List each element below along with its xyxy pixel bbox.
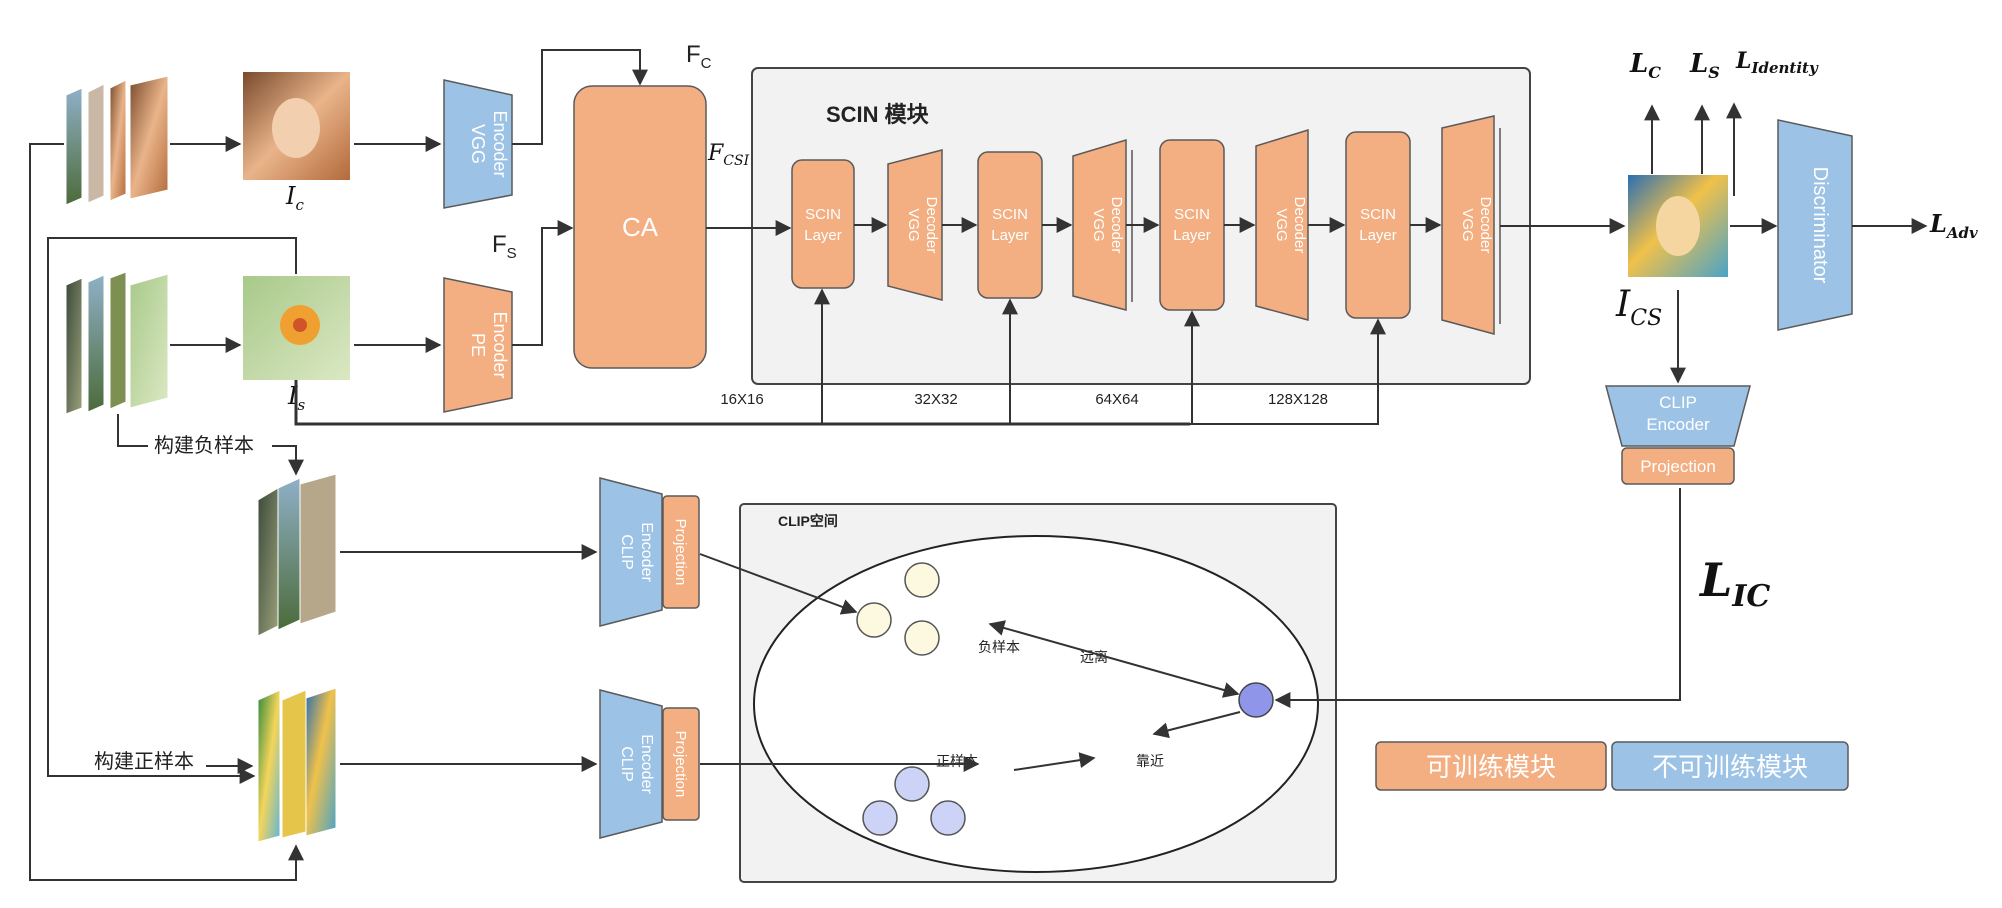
projection-positive: Projection [662,707,700,821]
svg-text:VGG: VGG [1090,208,1107,241]
face-shape [272,98,320,158]
svg-text:Projection: Projection [672,519,689,586]
label-ic: Ic [285,182,304,214]
stylized-face-shape [1656,196,1700,256]
resolution-16: 16X16 [720,391,763,408]
near-label: 靠近 [1136,753,1164,769]
svg-text:CLIP: CLIP [1659,393,1697,412]
svg-text:Layer: Layer [1359,227,1397,244]
label-is: Is [287,382,305,414]
svg-text:Layer: Layer [991,227,1029,244]
svg-text:CLIP: CLIP [618,534,635,570]
anchor-dot [1238,682,1274,718]
svg-text:Decoder: Decoder [1108,197,1125,254]
resolution-128: 128X128 [1268,391,1328,408]
svg-text:Encoder: Encoder [1646,415,1710,434]
svg-text:不可训练模块: 不可训练模块 [1652,752,1808,782]
svg-text:Decoder: Decoder [923,197,940,254]
clip-embedding-space [753,535,1319,873]
content-image-stack [65,75,169,206]
label-fs: FS [492,231,517,262]
projection-negative: Projection [662,495,700,609]
legend-trainable: 可训练模块 [1375,741,1607,791]
negative-label: 负样本 [978,639,1020,655]
connectors [29,49,1928,881]
projection-right: Projection [1621,447,1735,485]
svg-text:VGG: VGG [1459,208,1476,241]
legend-frozen: 不可训练模块 [1611,741,1849,791]
style-image-stack [65,271,169,415]
svg-text:CA: CA [622,212,659,242]
negative-dot [904,562,940,598]
label-lidentity: LIdentity [1735,48,1819,77]
svg-text:PE: PE [468,333,488,357]
build-positive-label: 构建正样本 [94,750,194,773]
label-ladv: LAdv [1929,209,1978,242]
positive-dot [894,766,930,802]
svg-text:Layer: Layer [1173,227,1211,244]
clip-encoder-positive: CLIP Encoder [599,689,663,839]
clip-space-title: CLIP空间 [778,513,838,529]
ca-block: CA [573,85,707,369]
svg-text:Encoder: Encoder [638,522,655,582]
svg-text:Projection: Projection [1640,457,1716,476]
svg-text:SCIN: SCIN [805,206,841,223]
svg-text:Encoder: Encoder [638,734,655,794]
resolution-32: 32X32 [914,391,957,408]
svg-text:SCIN: SCIN [992,206,1028,223]
positive-dot [930,800,966,836]
positive-image-stack [257,687,337,843]
svg-text:CLIP: CLIP [618,746,635,782]
clip-encoder-negative: CLIP Encoder [599,477,663,627]
negative-dot [856,602,892,638]
label-ls: LS [1689,49,1720,82]
label-lc: LC [1629,49,1661,82]
negative-image-stack [257,473,337,637]
svg-text:VGG: VGG [1273,208,1290,241]
svg-text:VGG: VGG [468,124,488,164]
svg-text:SCIN: SCIN [1360,206,1396,223]
positive-dot [862,800,898,836]
label-ics: ICS [1615,284,1662,331]
vgg-decoder-1: VGG Decoder [887,149,943,301]
svg-text:Discriminator: Discriminator [1809,167,1831,284]
svg-text:可训练模块: 可训练模块 [1426,752,1556,782]
label-fcsi: FCSI [707,141,750,169]
label-lic: LIC [1698,553,1770,614]
svg-text:VGG: VGG [905,208,922,241]
vgg-decoder-4: VGG Decoder [1441,115,1501,335]
negative-dot [904,620,940,656]
pe-encoder: PE Encoder [443,277,513,413]
scin-layer-2: SCIN Layer [977,151,1043,299]
positive-label: 正样本 [936,753,978,769]
flower-center [293,318,307,332]
svg-text:Decoder: Decoder [1477,197,1494,254]
vgg-decoder-3: VGG Decoder [1255,128,1309,321]
scin-layer-4: SCIN Layer [1345,131,1411,319]
scin-title: SCIN 模块 [826,102,930,127]
svg-text:Layer: Layer [804,227,842,244]
discriminator: Discriminator [1777,119,1853,331]
vgg-decoder-2: VGG Decoder [1072,138,1133,311]
svg-text:SCIN: SCIN [1174,206,1210,223]
build-negative-label: 构建负样本 [154,434,254,457]
resolution-64: 64X64 [1095,391,1138,408]
scin-layer-1: SCIN Layer [791,159,855,289]
scin-layer-3: SCIN Layer [1159,139,1225,311]
svg-text:Projection: Projection [672,731,689,798]
svg-text:Encoder: Encoder [490,311,510,378]
clip-encoder-right: CLIP Encoder [1605,385,1751,447]
svg-text:Decoder: Decoder [1291,197,1308,254]
svg-text:Encoder: Encoder [490,110,510,177]
vgg-encoder: VGG Encoder [443,79,513,209]
label-fc: FC [686,41,712,72]
